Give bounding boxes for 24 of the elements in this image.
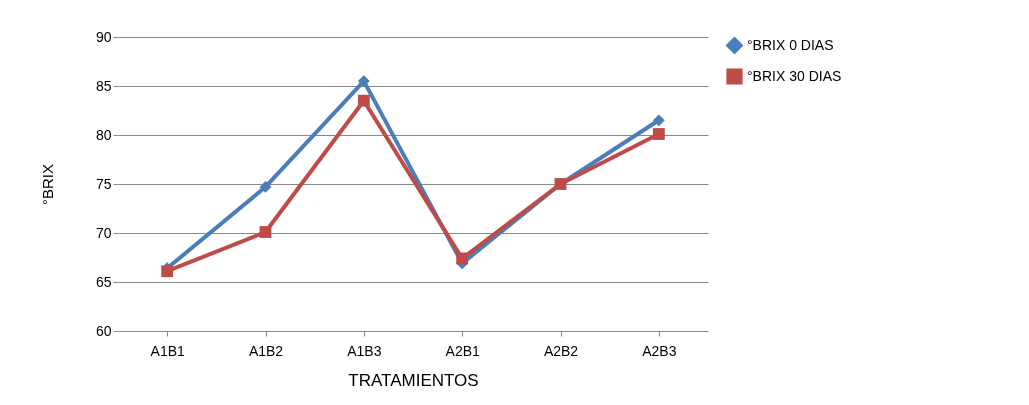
y-tick-label: 90 xyxy=(95,28,112,45)
point xyxy=(357,94,370,107)
legend-label: °BRIX 0 DIAS xyxy=(747,36,834,53)
point xyxy=(652,128,665,140)
point xyxy=(259,226,272,238)
legend-label: °BRIX 30 DIAS xyxy=(747,67,842,84)
point xyxy=(652,114,665,127)
x-tick-label: A1B1 xyxy=(150,342,185,359)
point xyxy=(357,75,370,88)
x-tick-label: A1B2 xyxy=(248,342,284,359)
y-tick-label: 75 xyxy=(95,175,112,192)
x-tick-label: A1B3 xyxy=(347,342,382,359)
point xyxy=(259,181,272,193)
x-tick-label: A2B2 xyxy=(543,342,579,359)
x-tick-label: A2B1 xyxy=(445,342,480,359)
y-tick-label: 60 xyxy=(95,322,112,339)
point xyxy=(456,252,469,265)
y-axis-title: °BRIX xyxy=(38,163,56,206)
y-tick-label: 80 xyxy=(95,126,112,143)
y-tick-label: 65 xyxy=(95,273,112,290)
x-axis-title: TRATAMIENTOS xyxy=(348,370,479,390)
y-tick-label: 85 xyxy=(95,77,112,94)
y-tick-label: 70 xyxy=(95,224,112,241)
x-tick-label: A2B3 xyxy=(642,342,677,359)
